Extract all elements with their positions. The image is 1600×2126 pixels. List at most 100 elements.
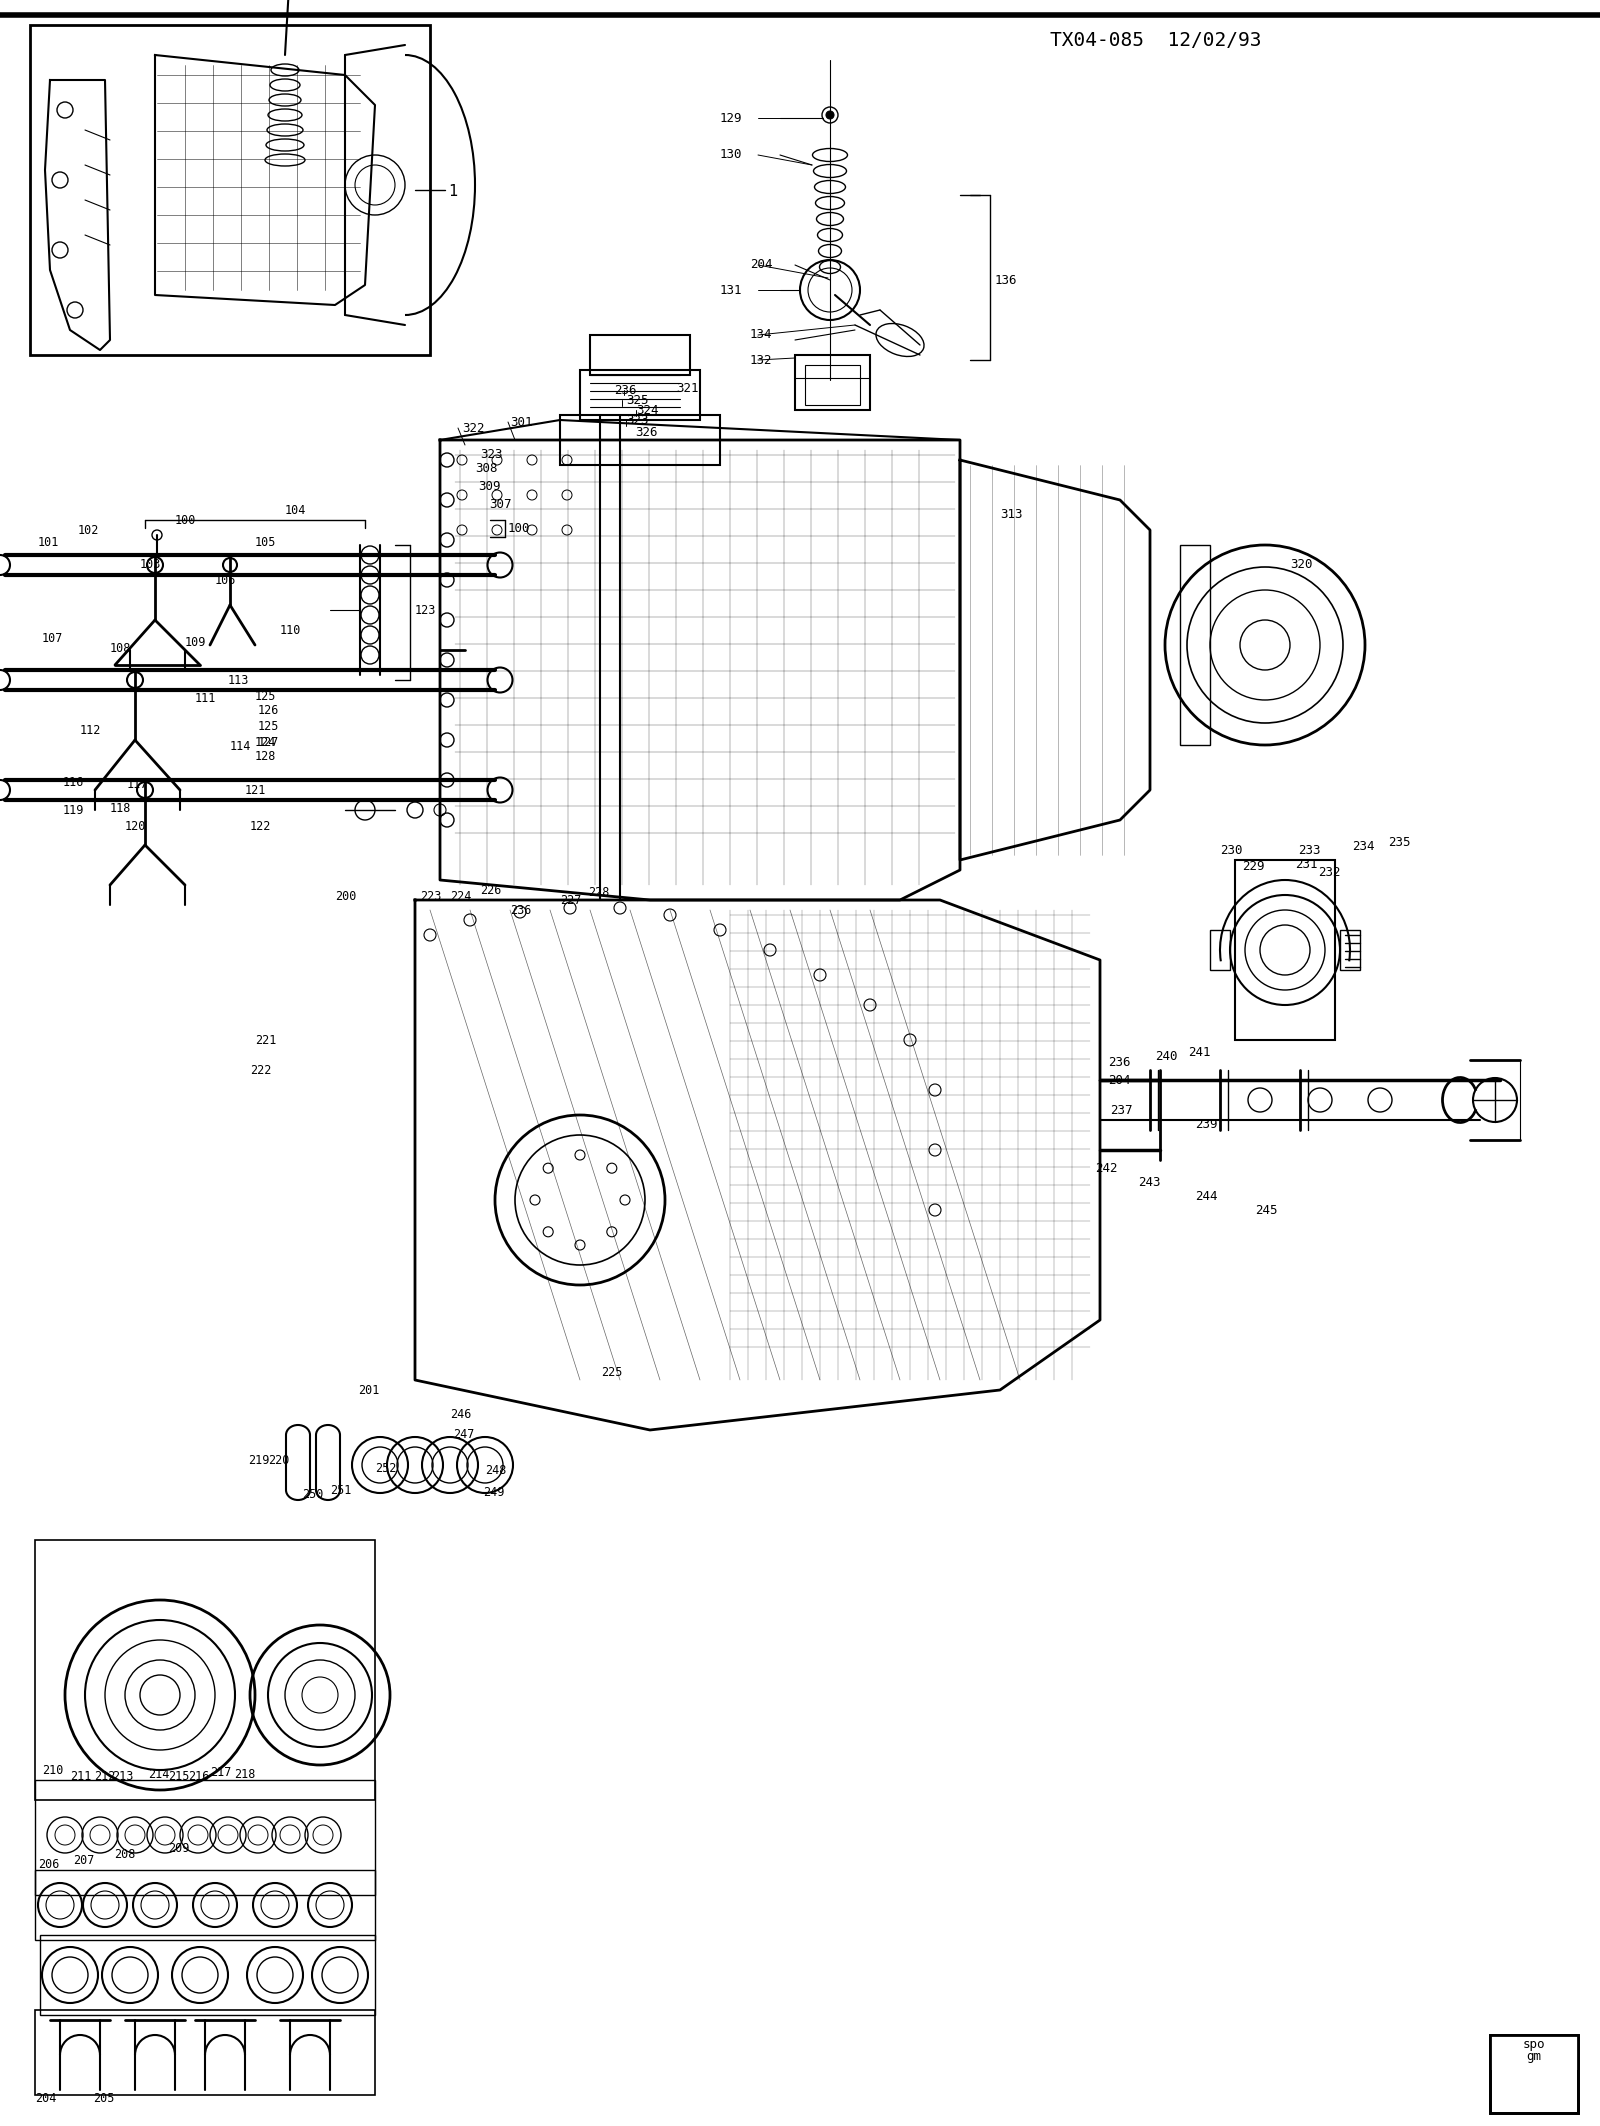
Text: spo: spo: [1523, 2039, 1546, 2052]
Text: gm: gm: [1526, 2049, 1541, 2064]
Text: 225: 225: [602, 1365, 622, 1378]
Text: 204: 204: [1107, 1074, 1131, 1086]
Text: 217: 217: [210, 1765, 232, 1779]
Text: 234: 234: [1352, 840, 1374, 853]
Text: 119: 119: [62, 804, 85, 816]
Text: 313: 313: [1000, 508, 1022, 521]
Text: 134: 134: [750, 330, 773, 342]
Text: 222: 222: [250, 1063, 272, 1076]
Text: 216: 216: [189, 1769, 210, 1782]
Text: 214: 214: [147, 1769, 170, 1782]
Text: 117: 117: [126, 778, 149, 791]
Text: 121: 121: [245, 784, 266, 797]
Text: 110: 110: [280, 623, 301, 636]
Text: 308: 308: [475, 461, 498, 474]
Bar: [1490, 2035, 1578, 2071]
Bar: [35, 1779, 374, 1894]
Text: 102: 102: [78, 523, 99, 536]
Text: 325: 325: [626, 393, 648, 406]
Text: 235: 235: [1389, 836, 1411, 850]
Text: 210: 210: [42, 1762, 64, 1777]
Text: 106: 106: [214, 574, 237, 587]
Text: 205: 205: [93, 2092, 114, 2105]
Text: 103: 103: [141, 559, 162, 572]
Text: 211: 211: [70, 1769, 91, 1782]
Text: 324: 324: [637, 404, 659, 417]
Circle shape: [826, 111, 834, 119]
Text: 124: 124: [254, 736, 277, 748]
Bar: [795, 355, 870, 410]
Bar: [1490, 2035, 1578, 2113]
Bar: [590, 336, 690, 374]
Text: 236: 236: [614, 383, 637, 398]
Bar: [35, 2009, 374, 2094]
Text: 309: 309: [478, 480, 501, 493]
Text: 126: 126: [258, 704, 280, 716]
Text: 220: 220: [269, 1454, 290, 1467]
Text: 248: 248: [485, 1463, 506, 1475]
Text: 221: 221: [254, 1033, 277, 1046]
Text: 233: 233: [1298, 844, 1320, 857]
Bar: [40, 1935, 374, 2015]
Bar: [1210, 929, 1230, 969]
Text: 127: 127: [258, 736, 280, 748]
Text: 122: 122: [250, 819, 272, 833]
Bar: [560, 415, 720, 466]
Text: 232: 232: [1318, 867, 1341, 880]
Text: 120: 120: [125, 819, 146, 833]
Text: 111: 111: [195, 691, 216, 704]
Text: 228: 228: [589, 887, 610, 899]
Text: 101: 101: [38, 536, 59, 549]
Text: 247: 247: [453, 1429, 474, 1441]
Text: 105: 105: [254, 536, 277, 549]
Text: 250: 250: [302, 1488, 323, 1501]
Text: 118: 118: [110, 802, 131, 814]
Text: 229: 229: [1242, 861, 1264, 874]
Text: 204: 204: [35, 2092, 56, 2105]
Text: 241: 241: [1187, 1046, 1211, 1059]
Text: 116: 116: [62, 776, 85, 789]
Bar: [805, 366, 861, 404]
Text: 109: 109: [186, 636, 206, 648]
Text: 307: 307: [490, 497, 512, 510]
Text: 239: 239: [1195, 1118, 1218, 1131]
Text: 249: 249: [483, 1486, 504, 1499]
Text: 130: 130: [720, 149, 742, 162]
Text: 128: 128: [254, 750, 277, 763]
Text: 208: 208: [114, 1847, 136, 1860]
Text: 320: 320: [1290, 559, 1312, 572]
Text: 100: 100: [509, 521, 531, 534]
Text: 132: 132: [750, 353, 773, 366]
Text: 200: 200: [334, 891, 357, 904]
Text: 223: 223: [419, 889, 442, 904]
Bar: [1341, 929, 1360, 969]
Bar: [35, 1871, 374, 1941]
Text: 231: 231: [1294, 859, 1317, 872]
Text: 108: 108: [110, 642, 131, 655]
Text: 212: 212: [94, 1769, 115, 1782]
Text: 322: 322: [462, 421, 485, 434]
Text: 209: 209: [168, 1841, 189, 1854]
Text: 125: 125: [254, 689, 277, 702]
Text: 244: 244: [1195, 1191, 1218, 1203]
Text: 125: 125: [258, 721, 280, 733]
Text: 252: 252: [374, 1461, 397, 1475]
Text: 129: 129: [720, 111, 742, 125]
Bar: [1490, 2035, 1578, 2071]
Text: 326: 326: [635, 425, 658, 438]
Bar: [35, 1539, 374, 1801]
Text: 237: 237: [1110, 1103, 1133, 1116]
Text: 131: 131: [720, 283, 742, 296]
Text: 230: 230: [1221, 844, 1243, 857]
Text: 245: 245: [1254, 1203, 1277, 1216]
Text: 207: 207: [74, 1854, 94, 1867]
Text: 323: 323: [626, 412, 648, 427]
Text: 218: 218: [234, 1769, 256, 1782]
Text: 246: 246: [450, 1410, 472, 1422]
Text: 236: 236: [1107, 1057, 1131, 1069]
Text: 112: 112: [80, 723, 101, 736]
Text: 204: 204: [750, 259, 773, 272]
Text: 215: 215: [168, 1769, 189, 1782]
Bar: [1235, 861, 1334, 1040]
Text: 107: 107: [42, 631, 64, 644]
